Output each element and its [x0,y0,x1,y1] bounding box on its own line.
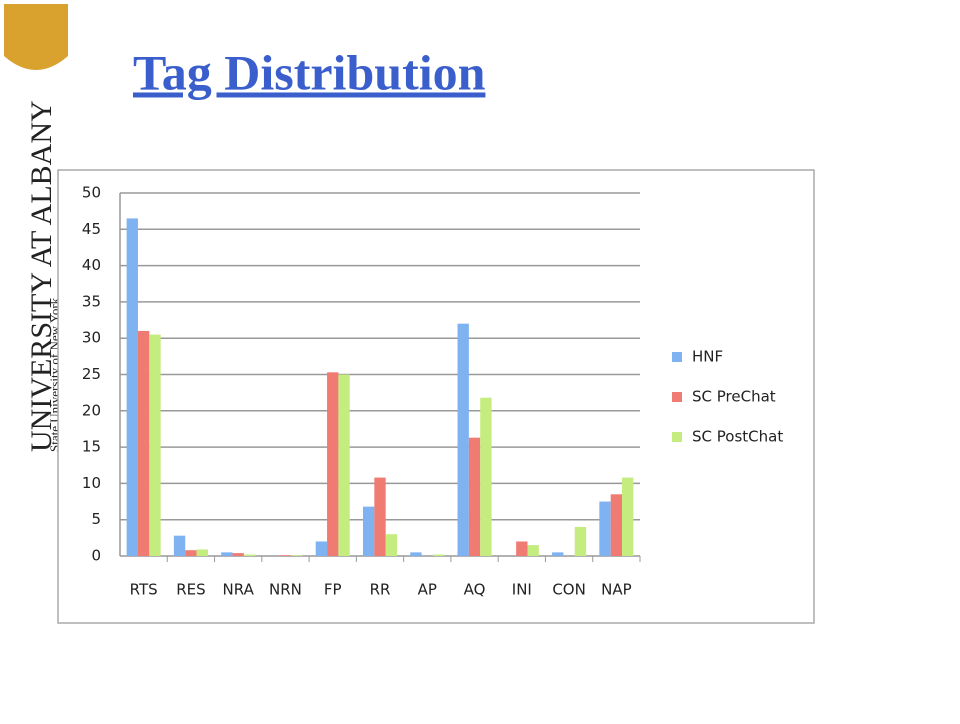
y-tick-label: 5 [91,510,101,528]
bar [126,218,138,556]
legend-label: SC PreChat [692,388,776,406]
bar [432,554,445,556]
bar [622,477,634,556]
legend-label: HNF [692,348,723,366]
bar [468,437,481,556]
slide-title: Tag Distribution [133,44,486,100]
x-tick-label: INI [512,581,532,599]
legend-swatch [672,392,682,402]
bar [527,545,539,556]
legend-swatch [672,432,682,442]
y-tick-label: 10 [82,474,101,492]
bar [327,372,339,556]
bar [185,550,197,556]
legend-swatch [672,352,682,362]
logo-emblem [4,4,68,70]
x-tick-label: FP [324,581,342,599]
bar [149,334,161,556]
x-tick-label: NRN [269,581,302,599]
y-tick-label: 35 [82,292,101,310]
x-tick-label: NAP [601,581,632,599]
bar [173,535,186,556]
bar [410,552,422,556]
y-tick-label: 50 [82,184,101,202]
bar [243,554,256,556]
y-tick-label: 40 [82,256,101,274]
bar [137,330,150,556]
x-tick-label: CON [552,581,586,599]
bar [457,323,469,556]
y-tick-label: 25 [82,365,101,383]
x-tick-label: AQ [464,581,486,599]
bar [362,506,375,556]
x-tick-label: AP [418,581,437,599]
logo-name: UNIVERSITY AT ALBANY [25,100,58,452]
y-tick-label: 15 [82,438,101,456]
bar [279,555,292,556]
x-tick-label: RR [370,581,391,599]
bar [338,374,350,556]
bar [385,534,398,556]
bar [232,553,244,556]
y-tick-label: 30 [82,329,101,347]
bar [291,555,303,556]
bar [574,526,587,556]
bar [610,494,623,556]
y-tick-label: 20 [82,401,101,419]
bar [599,501,611,556]
y-tick-label: 0 [91,547,101,565]
bar [315,541,328,556]
y-tick-label: 45 [82,220,101,238]
bar [552,552,564,556]
bar [480,397,492,556]
legend-label: SC PostChat [692,428,783,446]
bar [221,552,233,556]
bar [374,477,386,556]
bar [196,549,208,556]
x-tick-label: RES [176,581,205,599]
x-tick-label: RTS [130,581,158,599]
x-tick-label: NRA [223,581,255,599]
bar [516,541,528,556]
